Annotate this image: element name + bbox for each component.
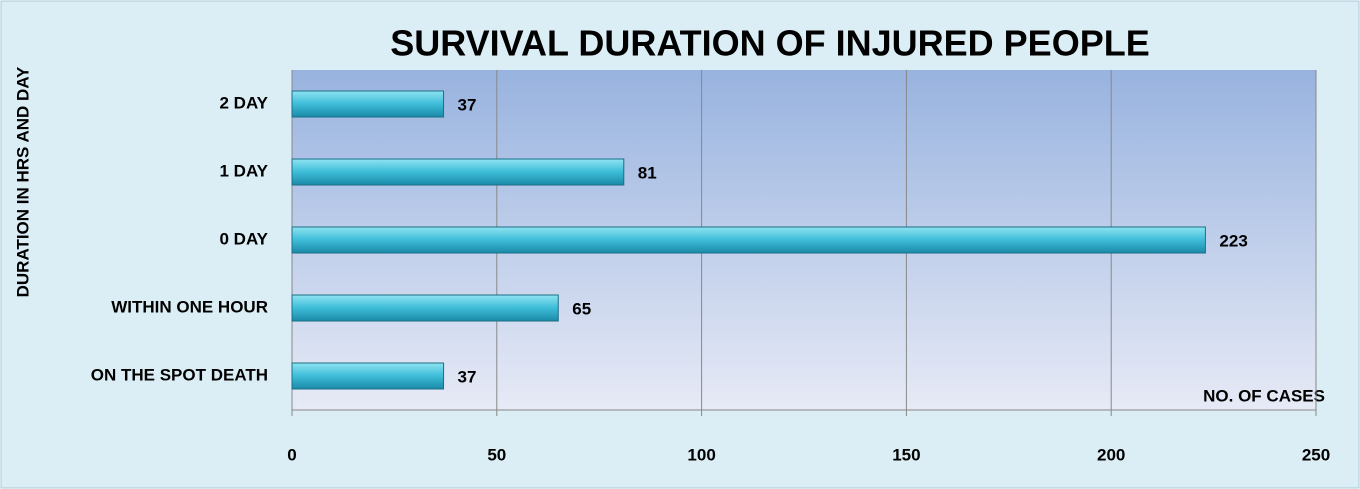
bar bbox=[291, 226, 1206, 254]
y-tick-label: 1 DAY bbox=[219, 161, 268, 180]
value-label: 81 bbox=[638, 163, 657, 182]
x-tick-label: 0 bbox=[287, 445, 296, 464]
y-tick-label: 0 DAY bbox=[219, 229, 268, 248]
y-tick-label: 2 DAY bbox=[219, 93, 268, 112]
bar bbox=[291, 362, 445, 390]
bar bbox=[291, 158, 625, 186]
x-tick-label: 50 bbox=[487, 445, 506, 464]
bar bbox=[291, 90, 445, 118]
value-label: 37 bbox=[458, 95, 477, 114]
y-tick-label: WITHIN ONE HOUR bbox=[111, 297, 268, 316]
value-label: 65 bbox=[572, 299, 591, 318]
x-tick-label: 100 bbox=[687, 445, 715, 464]
y-axis-label: DURATION IN HRS AND DAY bbox=[13, 66, 32, 297]
x-tick-label: 150 bbox=[892, 445, 920, 464]
value-label: 223 bbox=[1219, 231, 1247, 250]
y-tick-label: ON THE SPOT DEATH bbox=[91, 365, 268, 384]
x-tick-label: 200 bbox=[1097, 445, 1125, 464]
bar bbox=[291, 294, 559, 322]
chart-title: SURVIVAL DURATION OF INJURED PEOPLE bbox=[390, 23, 1149, 64]
x-axis-label: NO. OF CASES bbox=[1203, 386, 1325, 405]
value-label: 37 bbox=[458, 367, 477, 386]
x-tick-label: 250 bbox=[1302, 445, 1330, 464]
